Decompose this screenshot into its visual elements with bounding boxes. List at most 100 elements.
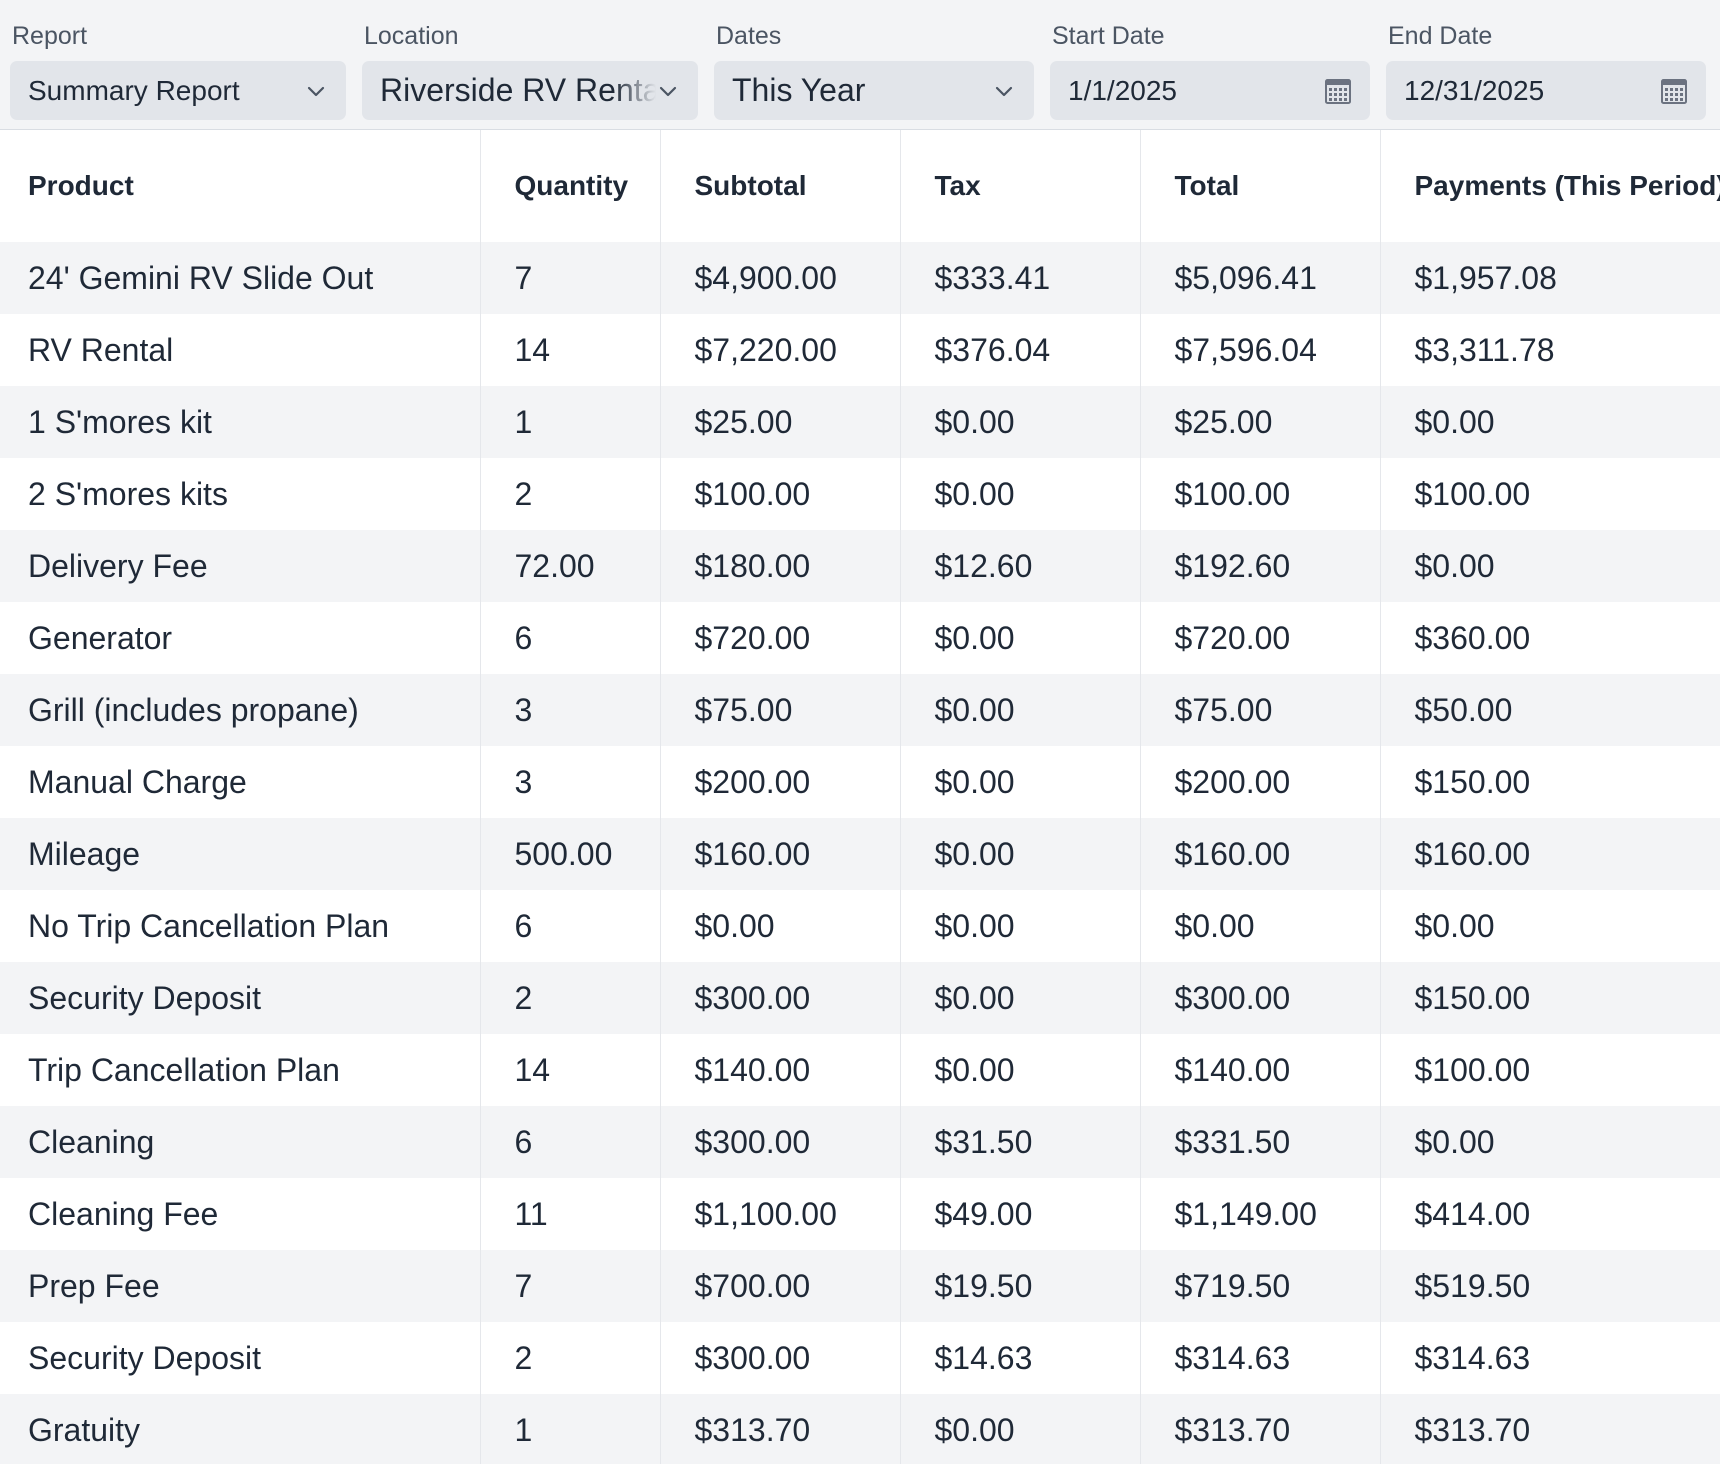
cell-payments: $313.70 [1380,1394,1720,1464]
cell-quantity: 7 [480,242,661,314]
table-row[interactable]: Security Deposit 2 $300.00 $14.63 $314.63 $31… [0,1322,1720,1394]
cell-quantity: 3 [480,746,661,818]
cell-total: $7,596.04 [1140,314,1381,386]
cell-total: $140.00 [1140,1034,1381,1106]
table-row[interactable]: Gratuity 1 $313.70 $0.00 $313.70 $313.70 [0,1394,1720,1464]
column-header-quantity[interactable]: Quantity [480,130,661,242]
table-row[interactable]: 2 S'mores kits 2 $100.00 $0.00 $100.00 $100.0… [0,458,1720,530]
cell-product: Security Deposit [0,1322,481,1394]
cell-payments: $50.00 [1380,674,1720,746]
dates-select[interactable]: This Year [714,61,1034,120]
cell-subtotal: $700.00 [660,1250,901,1322]
cell-payments: $519.50 [1380,1250,1720,1322]
cell-quantity: 6 [480,1106,661,1178]
cell-total: $314.63 [1140,1322,1381,1394]
report-label: Report [12,22,88,50]
table-row[interactable]: Grill (includes propane) 3 $75.00 $0.00 $75.… [0,674,1720,746]
cell-tax: $0.00 [900,746,1141,818]
cell-tax: $49.00 [900,1178,1141,1250]
cell-payments: $100.00 [1380,458,1720,530]
cell-tax: $333.41 [900,242,1141,314]
column-header-product[interactable]: Product [0,130,481,242]
column-header-tax[interactable]: Tax [900,130,1141,242]
column-header-total[interactable]: Total [1140,130,1381,242]
cell-subtotal: $160.00 [660,818,901,890]
cell-payments: $0.00 [1380,386,1720,458]
table-row[interactable]: Security Deposit 2 $300.00 $0.00 $300.00 $150… [0,962,1720,1034]
cell-subtotal: $0.00 [660,890,901,962]
cell-subtotal: $100.00 [660,458,901,530]
cell-tax: $31.50 [900,1106,1141,1178]
cell-quantity: 3 [480,674,661,746]
cell-subtotal: $300.00 [660,1322,901,1394]
end-date-label: End Date [1388,22,1493,50]
cell-product: Cleaning [0,1106,481,1178]
cell-product: Trip Cancellation Plan [0,1034,481,1106]
cell-subtotal: $1,100.00 [660,1178,901,1250]
cell-subtotal: $200.00 [660,746,901,818]
table-row[interactable]: 24' Gemini RV Slide Out 7 $4,900.00 $333.41… [0,242,1720,314]
table-row[interactable]: Manual Charge 3 $200.00 $0.00 $200.00 $150.00 [0,746,1720,818]
cell-total: $719.50 [1140,1250,1381,1322]
cell-product: Delivery Fee [0,530,481,602]
cell-subtotal: $300.00 [660,1106,901,1178]
cell-subtotal: $75.00 [660,674,901,746]
column-header-payments[interactable]: Payments (This Period) [1380,130,1720,242]
cell-product: Gratuity [0,1394,481,1464]
cell-quantity: 1 [480,386,661,458]
cell-total: $75.00 [1140,674,1381,746]
location-select[interactable]: Riverside RV Rentals [362,61,698,120]
cell-quantity: 500.00 [480,818,661,890]
cell-total: $331.50 [1140,1106,1381,1178]
cell-product: Mileage [0,818,481,890]
start-date-value: 1/1/2025 [1068,74,1177,106]
cell-payments: $0.00 [1380,1106,1720,1178]
table-row[interactable]: Prep Fee 7 $700.00 $19.50 $719.50 $519.50 [0,1250,1720,1322]
cell-tax: $0.00 [900,386,1141,458]
cell-total: $200.00 [1140,746,1381,818]
cell-subtotal: $720.00 [660,602,901,674]
cell-tax: $0.00 [900,890,1141,962]
column-header-subtotal[interactable]: Subtotal [660,130,901,242]
start-date-label: Start Date [1052,22,1165,50]
cell-quantity: 72.00 [480,530,661,602]
calendar-icon[interactable] [1324,77,1352,105]
cell-payments: $360.00 [1380,602,1720,674]
summary-report-table: Product Quantity Subtotal Tax Total Paym… [0,130,1720,1464]
cell-product: RV Rental [0,314,481,386]
table-row[interactable]: RV Rental 14 $7,220.00 $376.04 $7,596.04 $3,3… [0,314,1720,386]
cell-total: $720.00 [1140,602,1381,674]
cell-tax: $0.00 [900,1034,1141,1106]
cell-quantity: 6 [480,890,661,962]
cell-product: Prep Fee [0,1250,481,1322]
cell-payments: $314.63 [1380,1322,1720,1394]
table-row[interactable]: Mileage 500.00 $160.00 $0.00 $160.00 $160.00 [0,818,1720,890]
cell-total: $160.00 [1140,818,1381,890]
cell-quantity: 14 [480,314,661,386]
table-row[interactable]: Cleaning Fee 11 $1,100.00 $49.00 $1,149.00 $4… [0,1178,1720,1250]
chevron-down-icon [995,86,1013,96]
cell-product: 2 S'mores kits [0,458,481,530]
end-date-value: 12/31/2025 [1404,74,1545,106]
table-row[interactable]: 1 S'mores kit 1 $25.00 $0.00 $25.00 $0.00 [0,386,1720,458]
calendar-icon[interactable] [1660,77,1688,105]
cell-quantity: 2 [480,962,661,1034]
table-row[interactable]: Delivery Fee 72.00 $180.00 $12.60 $192.60 $0.… [0,530,1720,602]
cell-tax: $0.00 [900,458,1141,530]
cell-subtotal: $313.70 [660,1394,901,1464]
table-row[interactable]: Cleaning 6 $300.00 $31.50 $331.50 $0.00 [0,1106,1720,1178]
cell-total: $100.00 [1140,458,1381,530]
report-table-container[interactable]: Product Quantity Subtotal Tax Total Paym… [0,130,1720,1464]
table-row[interactable]: Generator 6 $720.00 $0.00 $720.00 $360.00 [0,602,1720,674]
cell-quantity: 2 [480,1322,661,1394]
start-date-input[interactable]: 1/1/2025 [1050,61,1370,120]
cell-product: No Trip Cancellation Plan [0,890,481,962]
cell-total: $0.00 [1140,890,1381,962]
cell-payments: $100.00 [1380,1034,1720,1106]
table-row[interactable]: No Trip Cancellation Plan 6 $0.00 $0.00 $0.0… [0,890,1720,962]
location-value: Riverside RV Rentals [380,72,656,108]
chevron-down-icon [659,86,677,96]
end-date-input[interactable]: 12/31/2025 [1386,61,1706,120]
table-row[interactable]: Trip Cancellation Plan 14 $140.00 $0.00 $140… [0,1034,1720,1106]
report-select[interactable]: Summary Report [10,61,346,120]
